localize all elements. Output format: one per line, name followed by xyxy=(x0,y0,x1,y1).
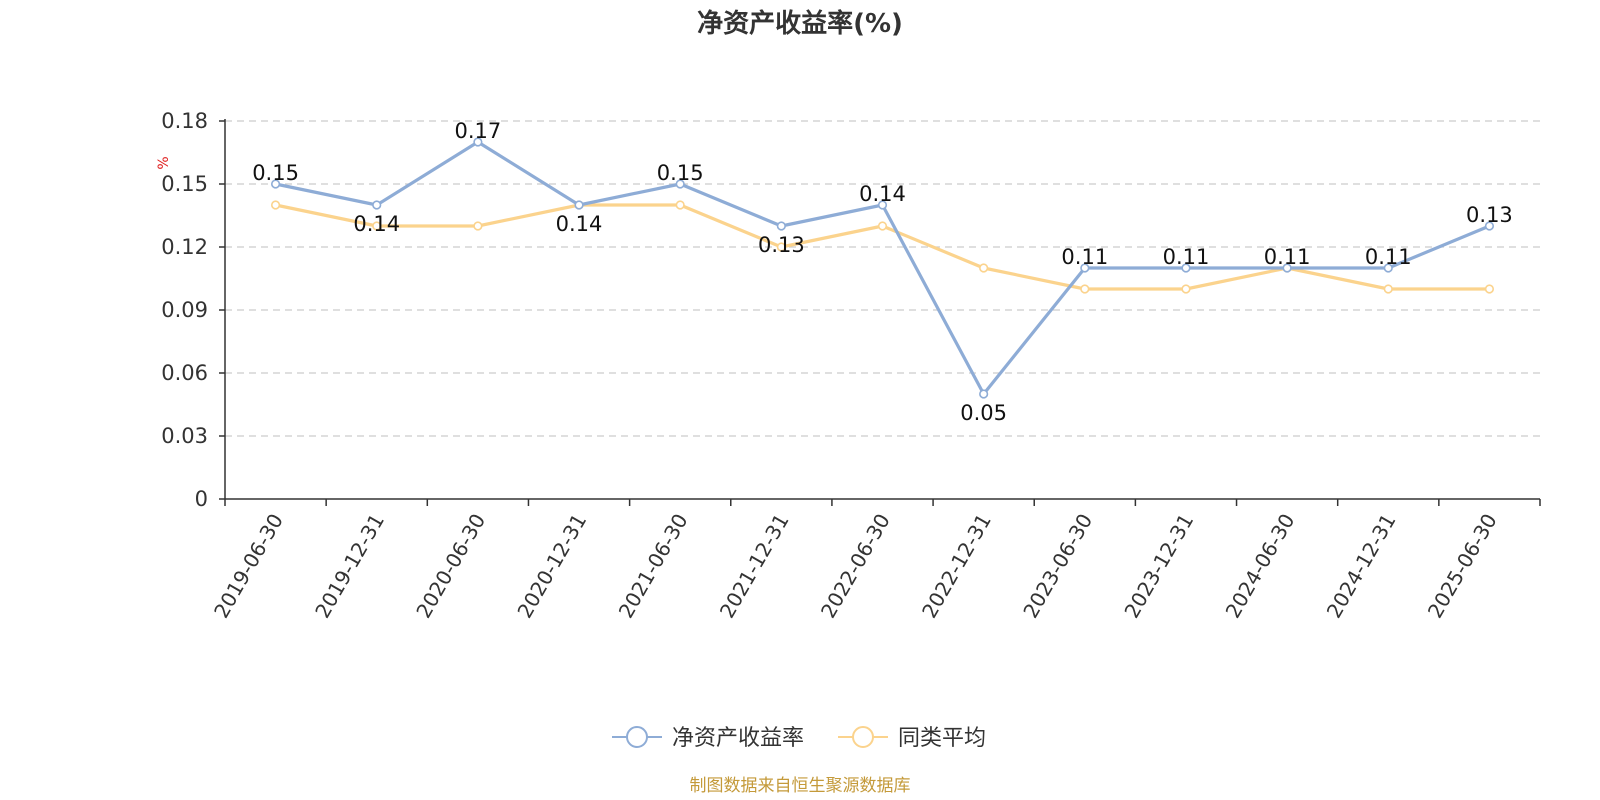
data-point[interactable] xyxy=(1383,284,1393,294)
chart-title: 净资产收益率(%) xyxy=(697,8,903,39)
y-tick-label: 0 xyxy=(195,487,208,511)
data-point[interactable] xyxy=(1484,221,1495,231)
data-label: 0.15 xyxy=(252,161,299,185)
data-label: 0.15 xyxy=(657,161,704,185)
x-tick-label: 2023-12-31 xyxy=(1119,510,1198,623)
legend-item[interactable]: 净资产收益率 xyxy=(612,726,804,751)
data-label: 0.14 xyxy=(859,182,906,206)
data-point[interactable] xyxy=(877,200,888,210)
data-point[interactable] xyxy=(979,389,989,399)
data-point[interactable] xyxy=(372,221,382,231)
data-point[interactable] xyxy=(675,179,685,189)
data-label: 0.13 xyxy=(758,233,805,257)
x-tick-label: 2022-06-30 xyxy=(816,510,895,623)
grid-lines xyxy=(225,120,1540,437)
legend-label: 同类平均 xyxy=(898,726,986,751)
data-point[interactable] xyxy=(675,200,685,210)
data-point[interactable] xyxy=(574,200,584,210)
data-point[interactable] xyxy=(1383,263,1393,273)
x-tick-label: 2019-12-31 xyxy=(310,510,389,623)
data-label: 0.17 xyxy=(455,119,502,143)
x-tick-label: 2024-06-30 xyxy=(1221,510,1300,623)
data-source-note: 制图数据来自恒生聚源数据库 xyxy=(690,776,911,796)
x-tick-label: 2024-12-31 xyxy=(1322,510,1401,623)
series-lines xyxy=(270,137,1495,399)
data-point[interactable] xyxy=(1282,263,1292,273)
y-tick-label: 0.12 xyxy=(161,235,208,259)
data-point[interactable] xyxy=(877,221,888,231)
data-point[interactable] xyxy=(372,200,382,210)
data-label: 0.11 xyxy=(1365,245,1412,269)
y-tick-label: 0.09 xyxy=(161,298,208,322)
legend-item[interactable]: 同类平均 xyxy=(838,726,986,751)
y-axis-unit-label: % xyxy=(156,156,172,169)
x-tick-label: 2021-06-30 xyxy=(614,510,693,623)
data-label: 0.13 xyxy=(1466,203,1513,227)
y-tick-label: 0.06 xyxy=(161,361,208,385)
axes: 0 0.03 0.06 0.09 0.12 0.15 0.18 2019-06-30 2019-… xyxy=(161,109,1541,623)
y-tick-label: 0.15 xyxy=(161,172,208,196)
x-tick-label: 2021-12-31 xyxy=(715,510,794,623)
data-labels: 0.15 0.14 0.17 0.14 0.15 0.13 0.14 0.05 0.11 0.11… xyxy=(252,119,1513,425)
data-point[interactable] xyxy=(1484,284,1495,294)
data-point[interactable] xyxy=(473,137,483,147)
y-tick-label: 0.18 xyxy=(161,109,208,133)
x-tick-label: 2022-12-31 xyxy=(917,510,996,623)
data-point[interactable] xyxy=(776,221,786,231)
data-point[interactable] xyxy=(1181,284,1191,294)
x-tick-label: 2025-06-30 xyxy=(1423,510,1502,623)
data-label: 0.14 xyxy=(556,212,603,236)
data-point[interactable] xyxy=(473,221,483,231)
y-tick-label: 0.03 xyxy=(161,424,208,448)
data-point[interactable] xyxy=(1080,263,1090,273)
data-point[interactable] xyxy=(270,179,281,189)
data-point[interactable] xyxy=(270,200,281,210)
x-tick-label: 2020-12-31 xyxy=(512,510,591,623)
data-label: 0.14 xyxy=(353,212,400,236)
data-label: 0.11 xyxy=(1061,245,1108,269)
legend[interactable]: 净资产收益率 同类平均 xyxy=(612,726,986,751)
data-label: 0.05 xyxy=(960,401,1007,425)
x-tick-label: 2019-06-30 xyxy=(209,510,288,623)
data-point[interactable] xyxy=(1080,284,1090,294)
legend-marker xyxy=(626,726,648,748)
data-label: 0.11 xyxy=(1264,245,1311,269)
x-tick-label: 2020-06-30 xyxy=(411,510,490,623)
legend-label: 净资产收益率 xyxy=(672,726,804,751)
data-point[interactable] xyxy=(776,242,786,252)
x-tick-label: 2023-06-30 xyxy=(1018,510,1097,623)
data-point[interactable] xyxy=(979,263,989,273)
data-point[interactable] xyxy=(1181,263,1191,273)
legend-marker xyxy=(852,726,874,748)
data-label: 0.11 xyxy=(1163,245,1210,269)
